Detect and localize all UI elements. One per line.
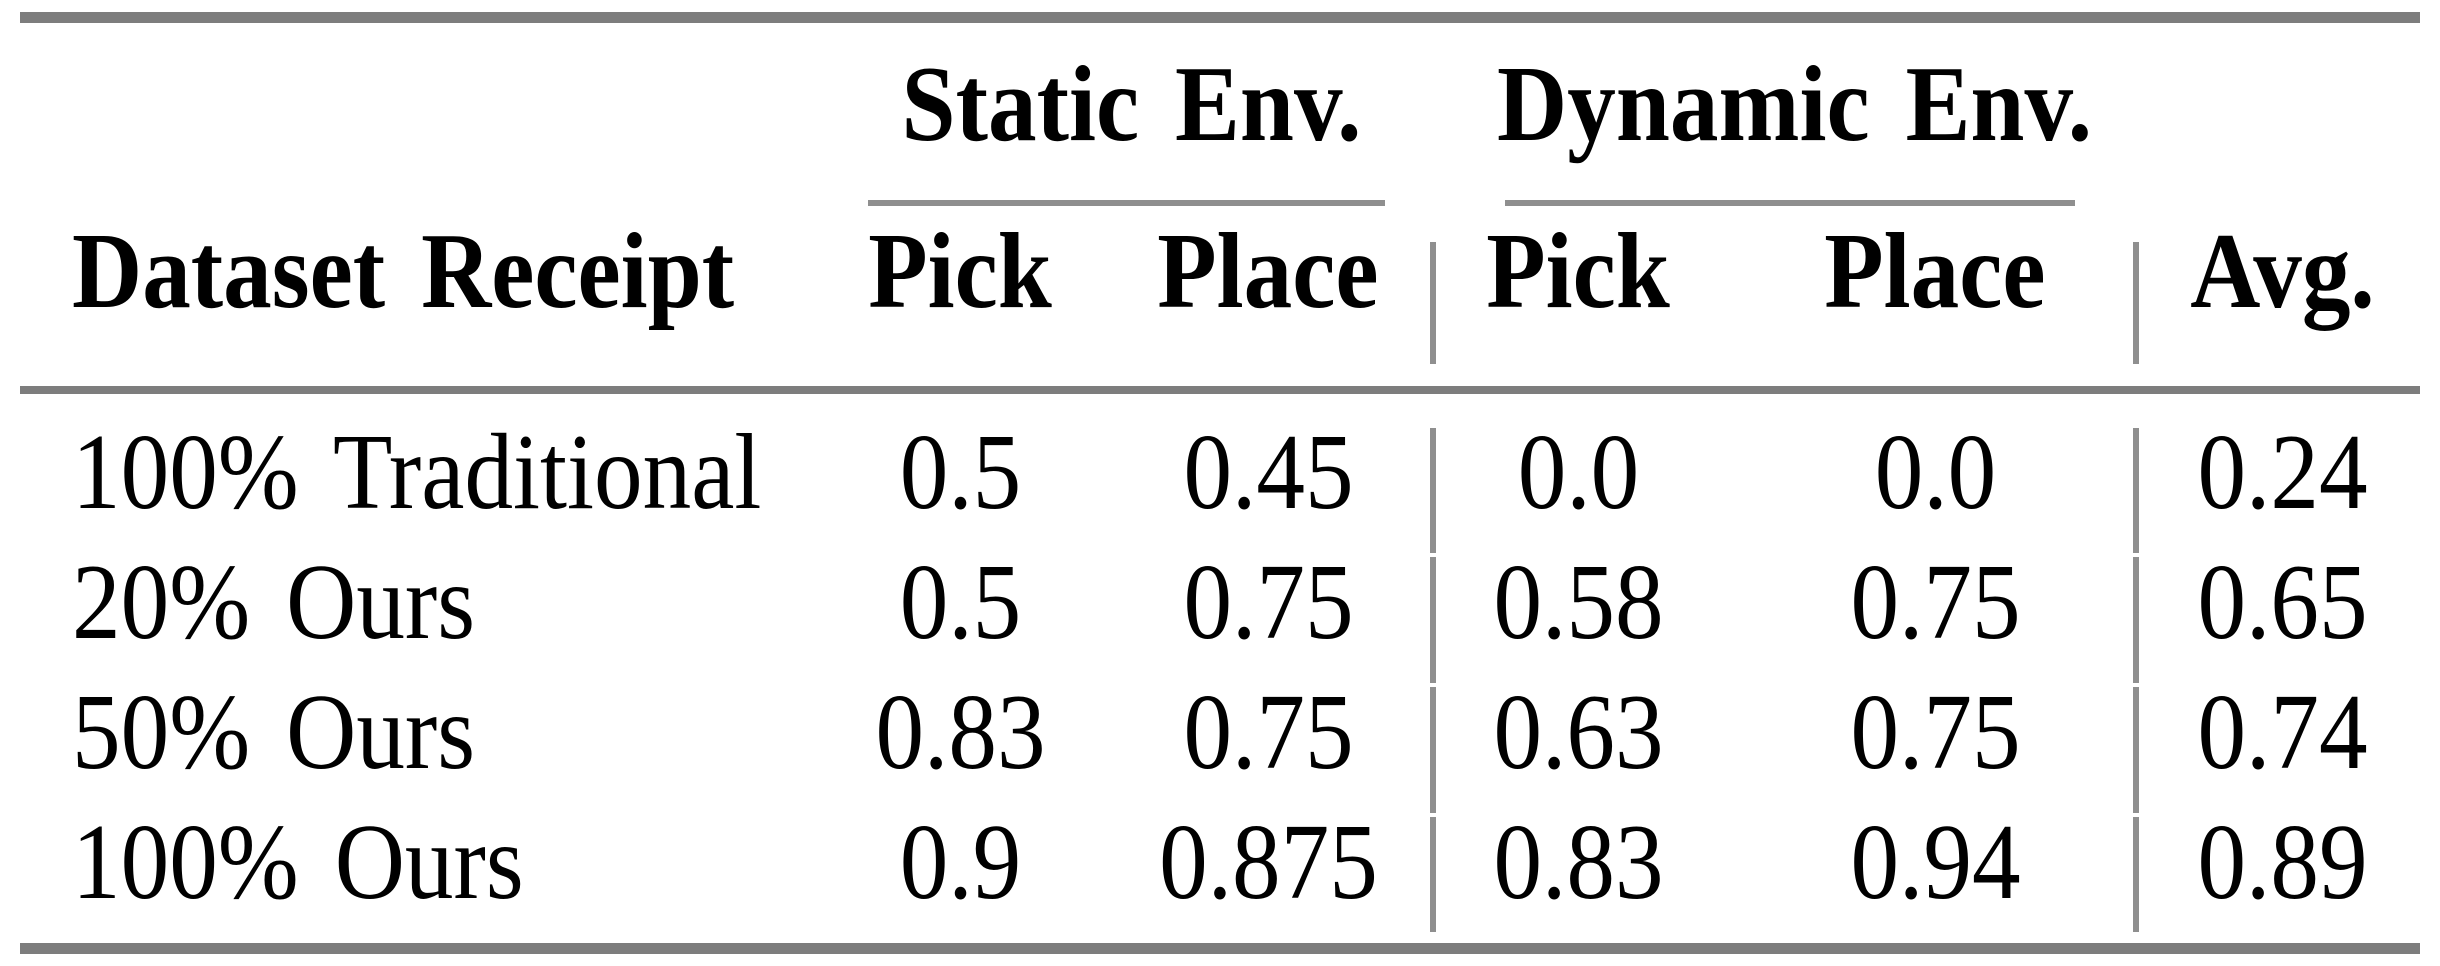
r4-avg: 0.89 (2196, 803, 2368, 922)
vline-place-avg-row4 (2133, 817, 2139, 932)
bottom-rule (20, 943, 2420, 954)
vline-static-dynamic-row1 (1430, 428, 1436, 553)
r1-static-place: 0.45 (1182, 413, 1354, 532)
r4-dynamic-place: 0.94 (1849, 803, 2021, 922)
r1-avg: 0.24 (2196, 413, 2368, 532)
top-rule (20, 12, 2420, 23)
table-cell: 0.75 (1118, 668, 1418, 798)
header-cell-avg: Avg. (2132, 207, 2432, 337)
table-cell: 0.83 (1428, 798, 1728, 928)
r1-static-pick: 0.5 (899, 413, 1021, 532)
header-cell-dynamic-pick: Pick (1428, 207, 1728, 337)
header-cell-static-place: Place (1118, 207, 1418, 337)
row4-label-text: 100% Ours (72, 803, 524, 922)
table-cell: 0.5 (810, 408, 1110, 538)
group-header-dynamic-env-label: Dynamic Env. (1497, 45, 2093, 164)
group-header-static-env: Static Env. (782, 40, 1482, 170)
header-avg-label: Avg. (2189, 212, 2375, 331)
header-midrule (20, 386, 2420, 394)
r2-dynamic-place: 0.75 (1849, 543, 2021, 662)
table-cell: 0.5 (810, 538, 1110, 668)
r2-dynamic-pick: 0.58 (1492, 543, 1664, 662)
row3-label-text: 50% Ours (72, 673, 476, 792)
table-cell: 0.63 (1428, 668, 1728, 798)
vline-place-avg-row2 (2133, 557, 2139, 683)
header-cell-dataset-receipt: Dataset Receipt (72, 207, 1072, 337)
vline-static-dynamic-header (1430, 242, 1436, 364)
r3-static-place: 0.75 (1182, 673, 1354, 792)
r1-dynamic-pick: 0.0 (1517, 413, 1639, 532)
vline-static-dynamic-row3 (1430, 687, 1436, 813)
table-cell: 0.58 (1428, 538, 1728, 668)
r3-static-pick: 0.83 (874, 673, 1046, 792)
table-cell: 0.83 (810, 668, 1110, 798)
table-cell: 0.75 (1118, 538, 1418, 668)
vline-place-avg-row1 (2133, 428, 2139, 553)
r4-static-place: 0.875 (1158, 803, 1378, 922)
table-cell: 0.24 (2132, 408, 2432, 538)
table-cell: 0.0 (1428, 408, 1728, 538)
header-dataset-receipt-label: Dataset Receipt (72, 212, 735, 331)
table-cell: 0.45 (1118, 408, 1418, 538)
vline-static-dynamic-row4 (1430, 817, 1436, 932)
table-cell: 0.875 (1118, 798, 1418, 928)
header-static-place-label: Place (1157, 212, 1379, 331)
header-cell-static-pick: Pick (810, 207, 1110, 337)
r1-dynamic-place: 0.0 (1874, 413, 1996, 532)
cmidrule-dynamic (1505, 200, 2075, 206)
header-dynamic-pick-label: Pick (1486, 212, 1670, 331)
vline-static-dynamic-row2 (1430, 557, 1436, 683)
table-cell: 0.74 (2132, 668, 2432, 798)
r2-static-pick: 0.5 (899, 543, 1021, 662)
cmidrule-static (868, 200, 1385, 206)
row-label: 100% Ours (72, 798, 1072, 928)
row-label: 50% Ours (72, 668, 1072, 798)
header-static-pick-label: Pick (868, 212, 1052, 331)
row1-label-text: 100% Traditional (72, 413, 762, 532)
row-label: 100% Traditional (72, 408, 1072, 538)
table-cell: 0.75 (1785, 538, 2085, 668)
row2-label-text: 20% Ours (72, 543, 476, 662)
group-header-static-env-label: Static Env. (902, 45, 1362, 164)
table-cell: 0.75 (1785, 668, 2085, 798)
r4-static-pick: 0.9 (899, 803, 1021, 922)
table-cell: 0.9 (810, 798, 1110, 928)
table-cell: 0.0 (1785, 408, 2085, 538)
table-cell: 0.94 (1785, 798, 2085, 928)
r3-dynamic-pick: 0.63 (1492, 673, 1664, 792)
table-cell: 0.65 (2132, 538, 2432, 668)
header-dynamic-place-label: Place (1824, 212, 2046, 331)
r2-avg: 0.65 (2196, 543, 2368, 662)
table-cell: 0.89 (2132, 798, 2432, 928)
header-cell-dynamic-place: Place (1785, 207, 2085, 337)
r2-static-place: 0.75 (1182, 543, 1354, 662)
r3-dynamic-place: 0.75 (1849, 673, 2021, 792)
r4-dynamic-pick: 0.83 (1492, 803, 1664, 922)
row-label: 20% Ours (72, 538, 1072, 668)
r3-avg: 0.74 (2196, 673, 2368, 792)
group-header-dynamic-env: Dynamic Env. (1445, 40, 2145, 170)
vline-place-avg-row3 (2133, 687, 2139, 813)
vline-place-avg-header (2133, 242, 2139, 364)
